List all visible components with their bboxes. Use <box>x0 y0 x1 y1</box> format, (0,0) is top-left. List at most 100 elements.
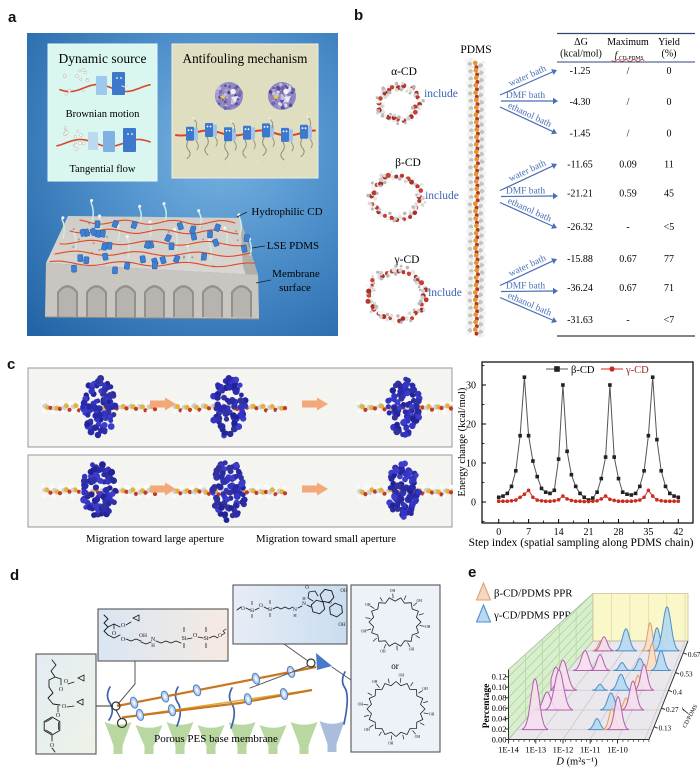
svg-text:0.10: 0.10 <box>492 682 507 692</box>
svg-text:β-CD/PDMS PPR: β-CD/PDMS PPR <box>494 588 573 600</box>
svg-text:-21.21: -21.21 <box>567 189 593 200</box>
svg-text:OH: OH <box>390 589 396 593</box>
svg-text:45: 45 <box>664 189 674 200</box>
svg-text:O: O <box>193 633 198 639</box>
svg-text:O: O <box>59 687 64 693</box>
svg-text:0.59: 0.59 <box>619 189 637 200</box>
svg-text:OH: OH <box>399 674 405 678</box>
svg-text:N: N <box>302 601 306 607</box>
svg-text:O: O <box>241 606 245 612</box>
svg-text:O: O <box>121 637 126 643</box>
svg-text:0.08: 0.08 <box>492 693 507 703</box>
svg-text:10: 10 <box>466 459 476 470</box>
svg-text:surface: surface <box>279 282 311 294</box>
svg-text:O: O <box>62 704 67 710</box>
svg-text:O: O <box>305 586 309 591</box>
svg-text:14: 14 <box>554 527 564 538</box>
svg-text:Si: Si <box>250 608 255 614</box>
svg-text:Energy change (kcal/mol): Energy change (kcal/mol) <box>457 387 468 496</box>
svg-text:DMF bath: DMF bath <box>506 91 546 101</box>
svg-text:-: - <box>626 222 629 233</box>
svg-text:0.12: 0.12 <box>492 672 507 682</box>
svg-text:21: 21 <box>584 527 594 538</box>
svg-text:0.67: 0.67 <box>688 651 700 659</box>
svg-text:H: H <box>302 596 306 601</box>
svg-text:OH: OH <box>358 702 364 706</box>
svg-text:Maximum: Maximum <box>607 37 649 48</box>
svg-text:28: 28 <box>613 527 623 538</box>
svg-text:Porous PES base membrane: Porous PES base membrane <box>154 733 278 745</box>
svg-text:O: O <box>218 633 222 639</box>
svg-text:-: - <box>626 315 629 326</box>
svg-text:OH: OH <box>361 630 367 634</box>
svg-text:γ-CD: γ-CD <box>394 254 420 266</box>
svg-text:(%): (%) <box>662 49 677 60</box>
svg-text:-36.24: -36.24 <box>567 283 593 294</box>
svg-text:0.67: 0.67 <box>619 283 637 294</box>
svg-text:(kcal/mol): (kcal/mol) <box>560 49 602 60</box>
svg-text:OH: OH <box>139 633 147 639</box>
svg-text:N: N <box>293 607 297 613</box>
svg-text:e: e <box>468 564 476 581</box>
svg-text:OH: OH <box>422 687 428 691</box>
svg-text:0.06: 0.06 <box>492 703 507 713</box>
svg-text:Brownian motion: Brownian motion <box>66 109 141 120</box>
svg-text:β-CD: β-CD <box>571 365 595 376</box>
svg-text:-11.65: -11.65 <box>567 160 592 171</box>
svg-text:include: include <box>424 88 458 100</box>
svg-text:0.67: 0.67 <box>619 254 637 265</box>
svg-text:7: 7 <box>526 527 531 538</box>
svg-text:-26.32: -26.32 <box>567 222 593 233</box>
svg-text:77: 77 <box>664 254 674 265</box>
svg-text:/: / <box>627 66 630 77</box>
svg-text:O: O <box>50 743 55 749</box>
svg-text:0: 0 <box>667 97 672 108</box>
svg-text:LSE PDMS: LSE PDMS <box>267 240 319 252</box>
svg-text:<7: <7 <box>664 315 675 326</box>
svg-text:0.13: 0.13 <box>659 725 672 733</box>
svg-text:Si: Si <box>268 607 273 613</box>
svg-text:Si: Si <box>203 636 208 642</box>
svg-text:OH: OH <box>364 728 370 732</box>
svg-text:d: d <box>10 567 19 584</box>
svg-text:Membrane: Membrane <box>272 268 320 280</box>
svg-text:DMF bath: DMF bath <box>506 186 546 196</box>
svg-text:30: 30 <box>466 381 476 392</box>
svg-text:<5: <5 <box>664 222 675 233</box>
svg-text:OH: OH <box>415 735 421 739</box>
svg-text:O: O <box>121 623 126 629</box>
svg-text:PDMS: PDMS <box>460 44 491 56</box>
svg-text:Hydrophilic CD: Hydrophilic CD <box>251 206 322 218</box>
svg-text:OH: OH <box>409 648 415 652</box>
svg-text:H: H <box>293 613 297 618</box>
svg-text:1E-10: 1E-10 <box>607 745 628 755</box>
svg-text:D (m²s⁻¹): D (m²s⁻¹) <box>555 757 598 768</box>
svg-text:γ-CD/PDMS PPR: γ-CD/PDMS PPR <box>493 610 572 622</box>
svg-text:OH: OH <box>429 713 435 717</box>
svg-text:0.53: 0.53 <box>680 671 693 679</box>
svg-text:-1.25: -1.25 <box>570 66 591 77</box>
svg-text:OH: OH <box>365 603 371 607</box>
svg-text:71: 71 <box>664 283 674 294</box>
svg-text:35: 35 <box>643 527 653 538</box>
svg-text:-1.45: -1.45 <box>570 129 591 140</box>
svg-text:1E-11: 1E-11 <box>580 745 600 755</box>
svg-text:O: O <box>112 631 117 637</box>
svg-text:1E-12: 1E-12 <box>553 745 574 755</box>
svg-text:0: 0 <box>471 498 476 509</box>
svg-text:N: N <box>151 637 156 643</box>
svg-text:b: b <box>354 7 363 24</box>
svg-text:OH: OH <box>340 589 348 594</box>
svg-text:Si: Si <box>181 636 186 642</box>
svg-text:/: / <box>627 97 630 108</box>
svg-text:Yield: Yield <box>658 37 680 48</box>
svg-text:O: O <box>328 600 332 605</box>
svg-text:1E-13: 1E-13 <box>525 745 546 755</box>
svg-text:0: 0 <box>667 66 672 77</box>
svg-text:DMF bath: DMF bath <box>506 281 546 291</box>
svg-text:0.00: 0.00 <box>492 734 507 744</box>
svg-text:0: 0 <box>667 129 672 140</box>
svg-text:42: 42 <box>673 527 683 538</box>
svg-text:O: O <box>259 603 263 609</box>
svg-text:CD-PDMS: CD-PDMS <box>619 56 643 62</box>
